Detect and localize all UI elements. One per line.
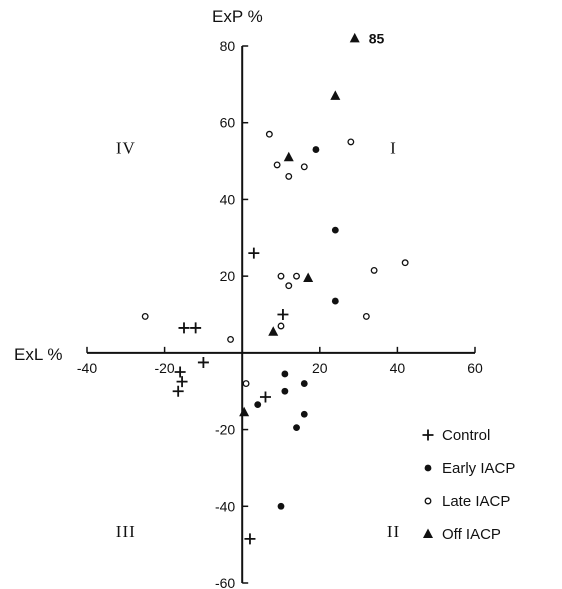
legend-label-control: Control <box>442 427 490 444</box>
y-tick-label: 20 <box>220 268 236 284</box>
y-axis-title: ExP % <box>212 7 263 26</box>
late-iacp-point <box>347 138 355 146</box>
control-point <box>259 391 271 403</box>
off-iacp-point <box>330 90 341 100</box>
control-point <box>172 385 184 397</box>
x-axis-title: ExL % <box>14 345 63 364</box>
quadrant-label: III <box>116 522 136 541</box>
legend-marker-control <box>422 429 434 441</box>
late-iacp-point <box>285 172 293 180</box>
data-annotation: 85 <box>369 30 385 46</box>
early-iacp-point <box>331 226 339 234</box>
early-iacp-point <box>312 146 320 153</box>
early-iacp-point <box>281 387 289 395</box>
control-point <box>277 309 289 320</box>
legend-marker-early-iacp <box>424 464 432 472</box>
control-point <box>178 322 190 334</box>
late-iacp-point <box>401 259 409 267</box>
late-iacp-point <box>227 335 235 343</box>
off-iacp-point <box>303 272 314 283</box>
x-tick-label: 60 <box>467 360 483 376</box>
y-tick-label: 80 <box>220 38 236 54</box>
early-iacp-point <box>300 380 308 387</box>
early-iacp-point <box>293 424 300 432</box>
off-iacp-point <box>283 151 294 162</box>
x-tick-label: -40 <box>77 360 97 376</box>
y-tick-label: -40 <box>215 498 235 514</box>
late-iacp-point <box>370 266 378 274</box>
early-iacp-point <box>331 297 339 305</box>
late-iacp-point <box>277 322 285 330</box>
quadrant-label: IV <box>116 138 136 157</box>
late-iacp-point <box>265 130 273 138</box>
late-iacp-point <box>362 312 370 320</box>
control-point <box>248 247 260 259</box>
quadrant-label: II <box>387 522 400 541</box>
late-iacp-point <box>141 312 149 320</box>
legend-label-early-iacp: Early IACP <box>442 460 515 477</box>
control-point <box>197 356 209 368</box>
x-tick-label: 40 <box>390 360 406 376</box>
control-point <box>174 366 186 378</box>
legend: Control Early IACP Late IACP Off IACP <box>422 427 515 543</box>
y-tick-label: -20 <box>215 422 235 438</box>
x-ticks: -40 -20 20 40 60 <box>77 346 483 376</box>
x-tick-label: 20 <box>312 360 328 376</box>
control-point <box>190 322 202 334</box>
early-iacp-point <box>281 370 289 378</box>
early-iacp-point <box>277 502 285 510</box>
data-points <box>141 32 409 545</box>
control-point <box>176 376 188 388</box>
y-tick-label: -60 <box>215 575 235 589</box>
late-iacp-point <box>242 380 250 387</box>
legend-marker-off-iacp <box>423 528 433 538</box>
off-iacp-point <box>239 406 250 417</box>
late-iacp-point <box>277 272 285 280</box>
y-ticks: 80 60 40 20 -20 -40 -60 <box>215 38 249 589</box>
annotations: 85 <box>369 30 385 46</box>
late-iacp-point <box>300 163 308 171</box>
legend-label-off-iacp: Off IACP <box>442 526 501 543</box>
legend-marker-late-iacp <box>424 497 432 505</box>
off-iacp-point <box>268 326 279 336</box>
y-tick-label: 60 <box>220 115 236 131</box>
early-iacp-point <box>300 410 308 418</box>
early-iacp-point <box>254 401 262 409</box>
off-iacp-point <box>349 32 360 43</box>
y-tick-label: 40 <box>220 191 236 207</box>
quadrant-label: I <box>390 138 397 157</box>
late-iacp-point <box>293 272 300 280</box>
legend-label-late-iacp: Late IACP <box>442 493 510 510</box>
control-point <box>244 533 256 545</box>
axes <box>87 46 475 583</box>
x-tick-label: -20 <box>154 360 174 376</box>
late-iacp-point <box>273 161 281 169</box>
late-iacp-point <box>285 282 293 290</box>
